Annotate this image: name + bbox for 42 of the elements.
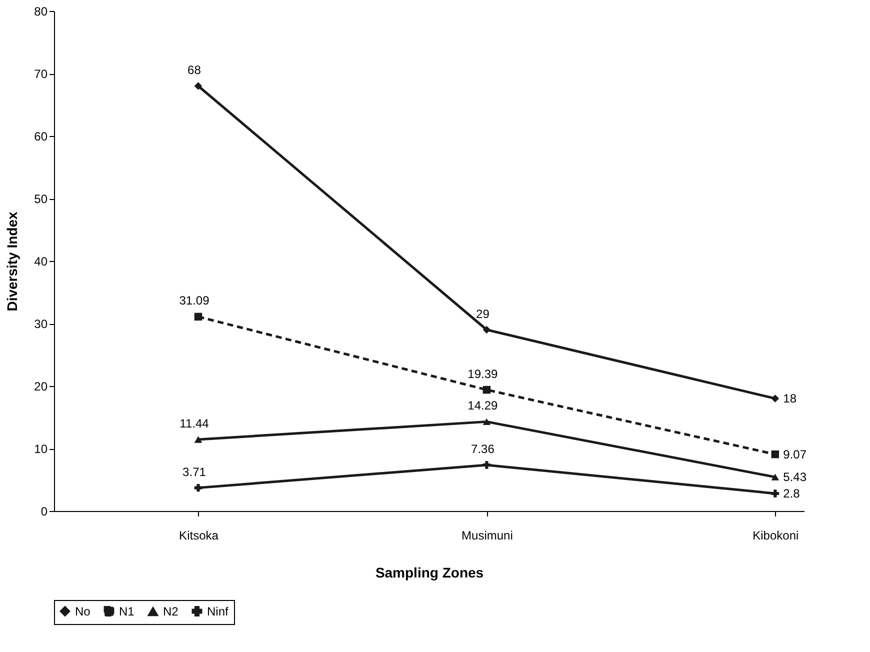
- legend-label: N2: [163, 604, 179, 619]
- y-tick-label: 40: [34, 254, 48, 268]
- data-label: 19.39: [468, 366, 498, 381]
- x-tick-label: Musimuni: [462, 528, 513, 542]
- y-tick-label: 70: [34, 67, 48, 81]
- data-label: 68: [188, 63, 202, 77]
- y-tick-label: 30: [34, 317, 48, 331]
- data-label: 18: [783, 392, 797, 406]
- legend-label: N1: [119, 604, 135, 618]
- x-tick-label: Kitsoka: [179, 528, 219, 542]
- y-tick-label: 20: [34, 380, 48, 394]
- y-tick-label: 60: [34, 130, 48, 144]
- point: [771, 490, 780, 498]
- data-label: 7.36: [471, 442, 495, 456]
- y-tick-label: 80: [34, 4, 48, 18]
- point: [771, 450, 780, 458]
- data-label: 31.09: [179, 294, 210, 308]
- y-tick-label: 10: [34, 442, 48, 456]
- point: [194, 312, 202, 321]
- data-label: 3.71: [182, 464, 206, 479]
- data-label: 11.44: [180, 416, 210, 430]
- point: [482, 386, 491, 394]
- data-label: 14.29: [468, 398, 498, 413]
- legend-label: Ninf: [207, 604, 230, 618]
- point: [194, 484, 202, 492]
- point: [194, 82, 202, 90]
- point: [194, 436, 202, 443]
- x-tick-label: Kibokoni: [752, 528, 799, 542]
- data-label: 29: [476, 306, 490, 321]
- data-label: 2.8: [783, 486, 800, 500]
- legend-label: No: [75, 604, 91, 618]
- point: [771, 474, 780, 480]
- y-tick-label: 50: [34, 192, 48, 206]
- x-axis-title: Sampling Zones: [375, 564, 484, 580]
- y-tick-label: 0: [40, 504, 48, 518]
- point: [771, 394, 780, 402]
- point: [482, 326, 491, 334]
- data-label: 9.07: [783, 447, 807, 462]
- point: [482, 461, 491, 469]
- point: [482, 418, 491, 426]
- data-label: 5.43: [783, 470, 807, 484]
- y-axis-title: Diversity Index: [4, 211, 20, 312]
